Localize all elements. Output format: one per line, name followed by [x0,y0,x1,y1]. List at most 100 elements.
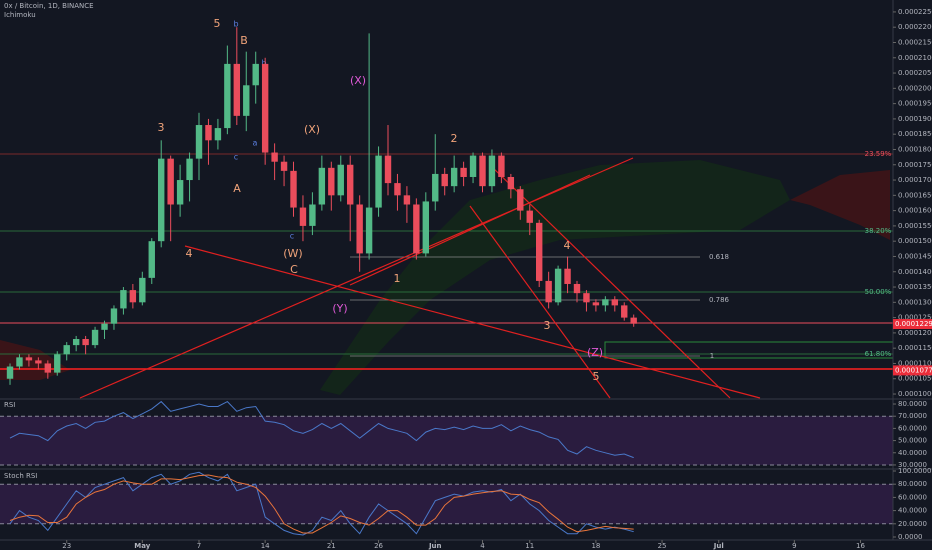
wave-label: (Y) [332,302,347,315]
data-marks [0,27,893,536]
trend-line [489,164,731,399]
candle-body [441,173,448,187]
y-tick-label: 80.0000 [898,400,927,408]
candle-body [630,317,637,324]
x-tick-label: 4 [480,542,485,550]
x-tick-label: 7 [197,542,201,550]
candle-body [432,173,439,202]
wave-label: 4 [186,247,193,260]
candle-body [422,201,430,254]
candle-body [129,290,137,303]
fib-label: 23.59% [865,150,892,158]
trend-line [349,174,591,286]
wave-label: 1 [394,272,401,285]
trend-line [469,205,611,399]
candle-body [110,308,118,324]
indicator-line [9,471,634,536]
candle-body [233,63,241,116]
y-tick-label: 0.00019000 [898,115,932,123]
candle-body [394,183,401,196]
cloud-red [0,340,70,380]
y-tick-label: 0.00016500 [898,191,932,199]
y-tick-label: 50.0000 [898,437,927,445]
indicator-line [9,400,634,459]
candle-body [592,302,600,306]
candle-body [299,207,307,226]
y-tick-label: 0.00014000 [898,268,932,276]
candle-body [384,155,392,184]
candle-body [356,204,363,254]
wave-label: 4 [564,239,571,252]
fib-label: 1 [710,352,714,360]
x-tick-label: 21 [327,542,336,550]
candle-body [252,63,259,86]
candle-body [337,164,344,196]
wave-label: 3 [158,121,165,134]
wave-label: 3 [544,319,551,332]
candle-body [554,268,562,303]
y-tick-label: 70.0000 [898,412,927,420]
y-tick-label: 0.00020000 [898,84,932,92]
y-tick-label: 80.0000 [898,480,927,488]
y-tick-label: 100.0000 [898,467,931,475]
wave-label: 5 [214,17,221,30]
y-tick-label: 0.00015000 [898,237,932,245]
wave-label: a [253,139,258,148]
candle-body [280,161,288,171]
candle-body [16,357,23,367]
ichimoku-cloud [0,160,890,395]
indicator-label: Ichimoku [4,11,36,19]
x-tick-label: 9 [792,542,796,550]
candle-body [186,158,193,181]
y-tick-label: 0.00013000 [898,298,932,306]
candle-body [91,329,99,346]
candle-body [261,63,269,153]
y-tick-label: 60.0000 [898,424,927,432]
y-tick-label: 0.00013500 [898,283,932,291]
y-tick-label: 0.00020500 [898,69,932,77]
x-tick-label: Jun [428,542,442,550]
y-tick-label: 0.00021000 [898,54,932,62]
fib-label: 38.20% [865,227,892,235]
chart-title: 0x / Bitcoin, 1D, BINANCE [4,2,94,10]
y-tick-label: 0.00018000 [898,145,932,153]
y-tick-label: 0.00022500 [898,8,932,16]
x-tick-label: 23 [62,542,71,550]
candle-body [176,180,184,205]
candle-body [413,204,420,254]
candle-body [72,339,80,346]
price-tag [893,319,932,330]
x-tick-label: 14 [261,542,270,550]
candle-body [573,283,581,294]
y-tick-label: 0.00016000 [898,207,932,215]
candle-body [318,167,326,205]
y-tick-label: 0.00010500 [898,375,932,383]
x-tick-label: 11 [525,542,534,550]
wave-label: 2 [451,132,458,145]
candle-body [536,222,543,281]
x-tick-label: 26 [374,542,383,550]
candle-body [450,167,458,187]
candle-body [526,210,533,223]
candle-body [545,280,552,303]
candle-body [365,207,373,254]
price-tag-label: 0.00012296 [895,320,932,328]
candle-body [611,299,618,306]
candle-body [101,323,108,330]
y-tick-label: 20.0000 [898,520,927,528]
pane-title: RSI [4,401,15,409]
candle-body [195,125,203,159]
candle-body [243,85,250,116]
candle-body [460,167,467,177]
x-tick-label: 16 [856,542,865,550]
y-tick-label: 0.00015500 [898,222,932,230]
x-tick-label: 25 [658,542,667,550]
y-tick-label: 0.00017000 [898,176,932,184]
wave-label: A [233,182,241,195]
candle-body [25,357,33,361]
y-tick-label: 60.0000 [898,493,927,501]
trend-line [184,245,761,399]
band-fill [0,416,893,465]
wave-label: (X) [350,74,366,87]
